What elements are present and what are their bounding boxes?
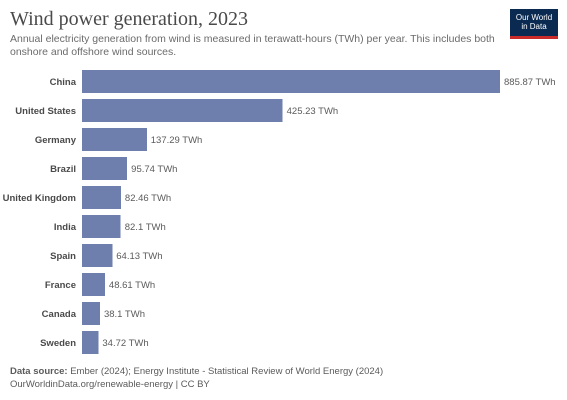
bar-sweden[interactable] xyxy=(82,331,99,354)
chart-subtitle: Annual electricity generation from wind … xyxy=(10,33,495,58)
source-prefix: Data source: xyxy=(10,366,68,377)
category-label-canada: Canada xyxy=(42,309,77,320)
category-label-france: France xyxy=(45,280,76,291)
category-label-china: China xyxy=(50,77,77,88)
owid-logo[interactable]: Our World in Data xyxy=(510,9,558,39)
source-text: Ember (2024); Energy Institute - Statist… xyxy=(67,366,384,377)
source-line: Data source: Ember (2024); Energy Instit… xyxy=(10,365,383,378)
category-label-united-kingdom: United Kingdom xyxy=(3,193,76,204)
value-label-india: 82.1 TWh xyxy=(125,222,166,233)
value-label-spain: 64.13 TWh xyxy=(116,251,162,262)
value-label-china: 885.87 TWh xyxy=(504,77,556,88)
value-label-canada: 38.1 TWh xyxy=(104,309,145,320)
value-label-brazil: 95.74 TWh xyxy=(131,164,177,175)
category-label-united-states: United States xyxy=(15,106,76,117)
bar-united-kingdom[interactable] xyxy=(82,186,121,209)
bar-spain[interactable] xyxy=(82,244,113,267)
bar-germany[interactable] xyxy=(82,128,147,151)
category-label-spain: Spain xyxy=(50,251,76,262)
value-label-france: 48.61 TWh xyxy=(109,280,155,291)
bar-united-states[interactable] xyxy=(82,99,283,122)
source-url[interactable]: OurWorldinData.org/renewable-energy | CC… xyxy=(10,379,210,390)
footer: Data source: Ember (2024); Energy Instit… xyxy=(10,365,383,391)
bar-canada[interactable] xyxy=(82,302,100,325)
bar-chart: China 885.87 TWh United States 425.23 TWh Ge… xyxy=(3,70,556,354)
bar-france[interactable] xyxy=(82,273,105,296)
category-label-sweden: Sweden xyxy=(40,338,76,349)
category-label-india: India xyxy=(54,222,77,233)
value-label-sweden: 34.72 TWh xyxy=(102,338,148,349)
value-label-united-kingdom: 82.46 TWh xyxy=(125,193,171,204)
category-label-germany: Germany xyxy=(35,135,77,146)
bar-china[interactable] xyxy=(82,70,500,93)
bar-india[interactable] xyxy=(82,215,121,238)
chart-title: Wind power generation, 2023 xyxy=(10,8,249,30)
value-label-united-states: 425.23 TWh xyxy=(287,106,339,117)
value-label-germany: 137.29 TWh xyxy=(151,135,203,146)
bar-brazil[interactable] xyxy=(82,157,128,180)
logo-line-1: Our World xyxy=(515,13,553,22)
category-label-brazil: Brazil xyxy=(50,164,76,175)
logo-line-2: in Data xyxy=(521,22,547,31)
